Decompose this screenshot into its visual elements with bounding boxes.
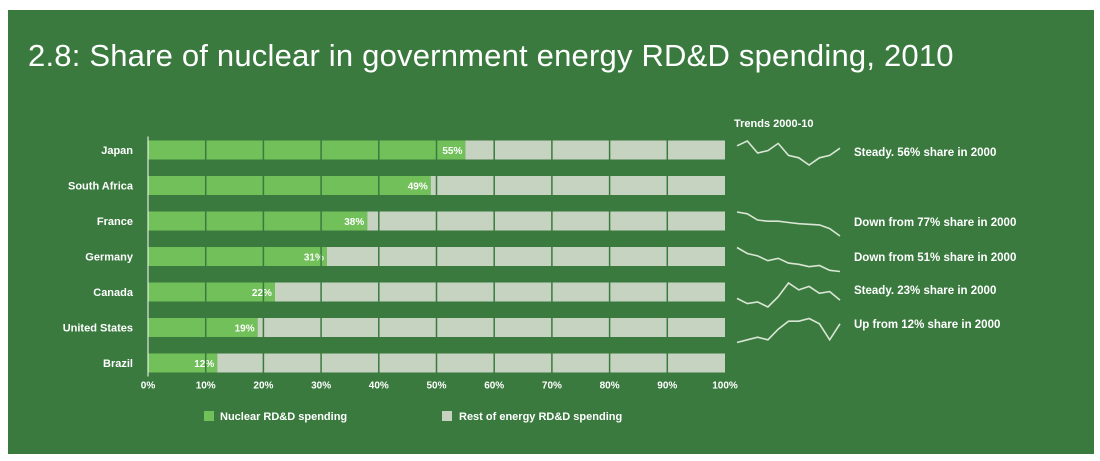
x-tick-label: 30% (311, 381, 331, 392)
x-tick-label: 20% (253, 381, 273, 392)
chart-panel (8, 10, 1094, 454)
category-label: Canada (93, 287, 134, 299)
category-label: Germany (85, 252, 134, 264)
x-tick-label: 0% (141, 381, 156, 392)
legend-label-nuclear: Nuclear RD&D spending (220, 411, 347, 423)
legend-label-rest: Rest of energy RD&D spending (459, 411, 622, 423)
data-label: 12% (194, 359, 214, 370)
data-label: 38% (344, 217, 364, 228)
x-tick-label: 60% (484, 381, 504, 392)
x-tick-label: 100% (712, 381, 738, 392)
bar-rest-6 (217, 353, 726, 373)
data-label: 49% (408, 182, 428, 193)
category-label: France (97, 216, 133, 228)
x-tick-label: 90% (657, 381, 677, 392)
data-label: 19% (235, 324, 255, 335)
category-label: United States (63, 323, 133, 335)
trend-note: Up from 12% share in 2000 (854, 319, 1000, 331)
trend-sparkline-0 (736, 140, 841, 166)
bar-rest-2 (367, 211, 725, 231)
trend-sparkline-5 (736, 317, 841, 344)
trend-note: Steady. 56% share in 2000 (854, 147, 996, 159)
bar-nuclear-4 (148, 282, 275, 302)
bar-nuclear-2 (148, 211, 368, 231)
chart-title: 2.8: Share of nuclear in government ener… (28, 38, 954, 73)
x-tick-label: 70% (542, 381, 562, 392)
bar-rest-1 (430, 176, 725, 195)
x-tick-label: 40% (369, 381, 389, 392)
bar-rest-3 (326, 247, 725, 266)
bar-rest-5 (257, 318, 725, 337)
category-label: South Africa (68, 181, 134, 193)
x-tick-label: 10% (196, 381, 216, 392)
bar-nuclear-3 (148, 247, 327, 266)
trend-sparkline-3 (736, 246, 841, 273)
legend-swatch-rest (442, 411, 452, 421)
bar-nuclear-5 (148, 318, 258, 337)
bar-rest-0 (465, 140, 725, 160)
trend-note: Down from 77% share in 2000 (854, 217, 1016, 229)
bar-nuclear-1 (148, 176, 431, 195)
legend-swatch-nuclear (204, 411, 214, 421)
bar-nuclear-0 (148, 140, 466, 160)
x-tick-label: 50% (426, 381, 446, 392)
bar-nuclear-6 (148, 353, 218, 373)
data-label: 22% (252, 288, 272, 299)
trend-sparkline-2 (736, 211, 841, 237)
trend-note: Steady. 23% share in 2000 (854, 285, 996, 297)
x-tick-label: 80% (600, 381, 620, 392)
data-label: 55% (442, 146, 462, 157)
trend-sparkline-4 (736, 281, 841, 308)
bar-rest-4 (274, 282, 725, 302)
data-label: 31% (304, 253, 324, 264)
category-label: Brazil (103, 358, 133, 370)
category-label: Japan (101, 145, 133, 157)
trends-heading: Trends 2000-10 (734, 118, 814, 130)
trend-note: Down from 51% share in 2000 (854, 252, 1016, 264)
